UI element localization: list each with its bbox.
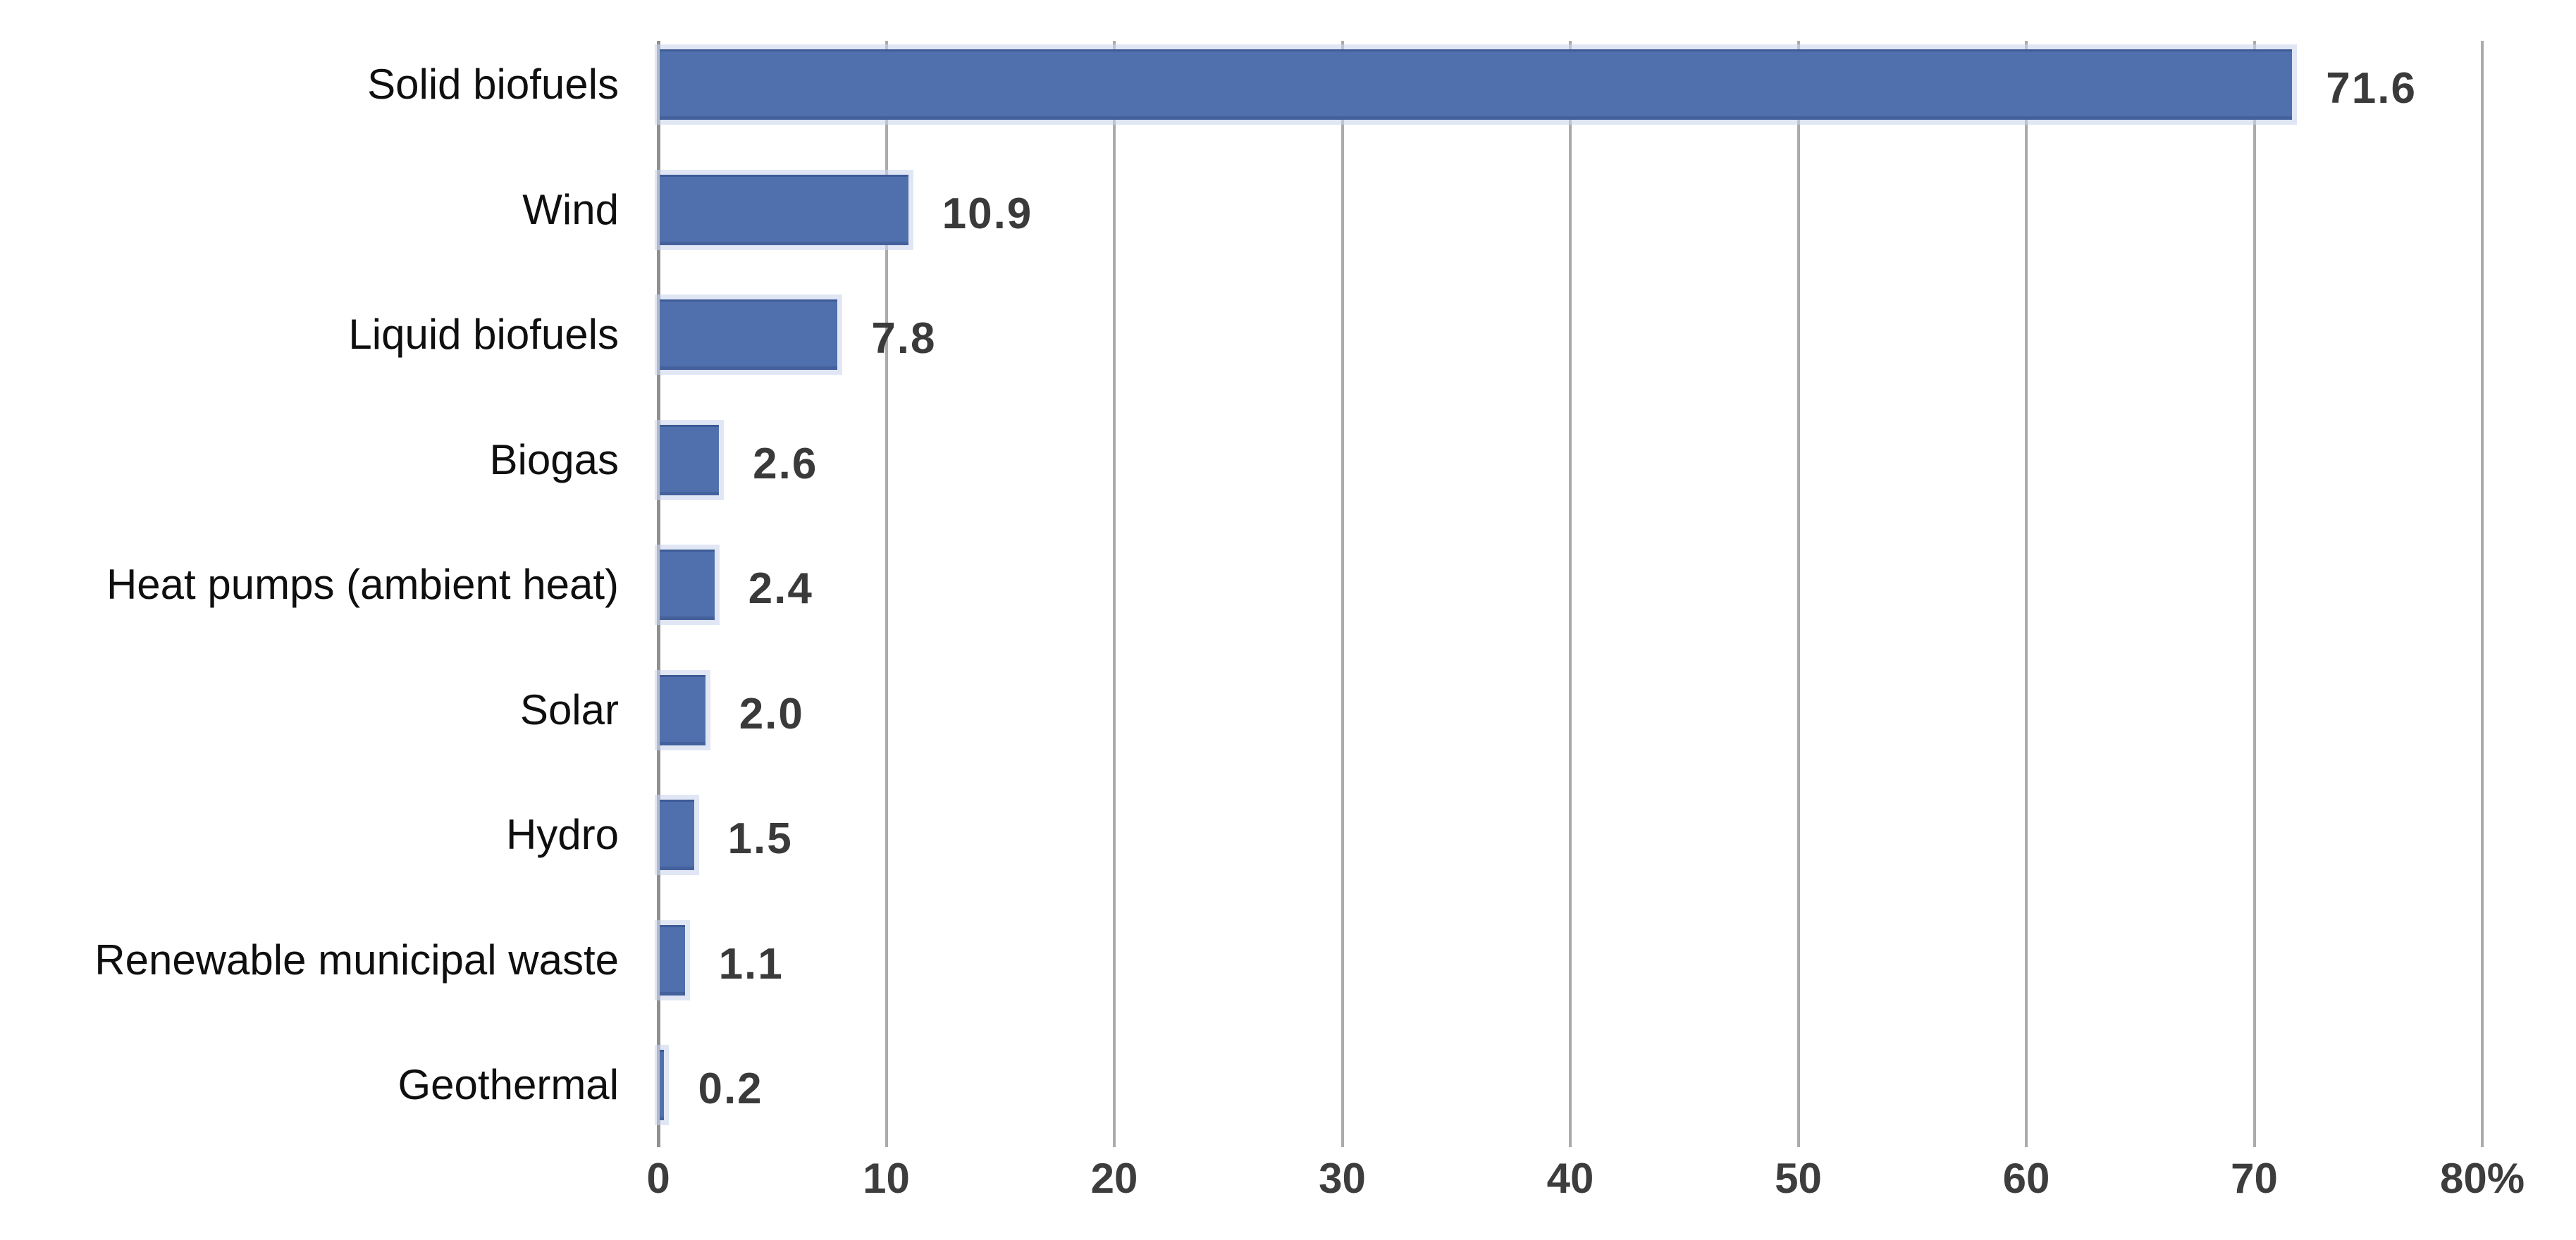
bar-value-label: 71.6 xyxy=(2326,64,2417,113)
bar-value-label: 1.1 xyxy=(718,939,784,988)
category-label: Solar xyxy=(519,686,619,733)
category-label: Biogas xyxy=(489,435,619,483)
x-tick-label: 0 xyxy=(646,1155,670,1202)
category-label: Wind xyxy=(522,185,619,233)
category-label: Liquid biofuels xyxy=(348,311,619,358)
bar-value-label: 1.5 xyxy=(727,814,793,863)
x-tick-label: 10 xyxy=(863,1155,910,1202)
x-gridline xyxy=(1797,41,1800,1147)
x-tick-label: 30 xyxy=(1319,1155,1366,1202)
bar-value-label: 10.9 xyxy=(942,189,1033,238)
bar-value-label: 2.0 xyxy=(739,689,804,738)
bar xyxy=(660,674,705,745)
x-gridline xyxy=(1341,41,1344,1147)
bar xyxy=(660,299,838,370)
category-label: Heat pumps (ambient heat) xyxy=(106,561,619,608)
x-gridline xyxy=(2253,41,2256,1147)
x-gridline xyxy=(1113,41,1116,1147)
x-gridline xyxy=(2025,41,2028,1147)
y-axis-line xyxy=(656,41,660,1147)
x-tick-label: 40 xyxy=(1546,1155,1594,1202)
bar xyxy=(660,1050,665,1120)
category-label: Renewable municipal waste xyxy=(94,936,619,984)
bar-value-label: 7.8 xyxy=(871,314,937,363)
bar-value-label: 2.4 xyxy=(748,564,813,613)
bar xyxy=(660,800,694,870)
x-gridline xyxy=(1569,41,1572,1147)
category-label: Geothermal xyxy=(398,1061,619,1108)
bar xyxy=(660,49,2293,120)
bar xyxy=(660,424,720,495)
x-tick-label: 80% xyxy=(2439,1155,2525,1202)
bar xyxy=(660,924,685,996)
x-gridline xyxy=(2481,41,2484,1147)
x-tick-label: 50 xyxy=(1775,1155,1822,1202)
x-tick-label: 60 xyxy=(2002,1155,2050,1202)
bar xyxy=(660,174,908,245)
bar-value-label: 0.2 xyxy=(698,1065,763,1113)
bar xyxy=(660,550,715,620)
category-label: Hydro xyxy=(505,811,619,858)
bar-value-label: 2.6 xyxy=(753,439,818,488)
x-gridline xyxy=(885,41,888,1147)
x-tick-label: 70 xyxy=(2231,1155,2278,1202)
category-label: Solid biofuels xyxy=(367,61,619,108)
x-tick-label: 20 xyxy=(1090,1155,1138,1202)
